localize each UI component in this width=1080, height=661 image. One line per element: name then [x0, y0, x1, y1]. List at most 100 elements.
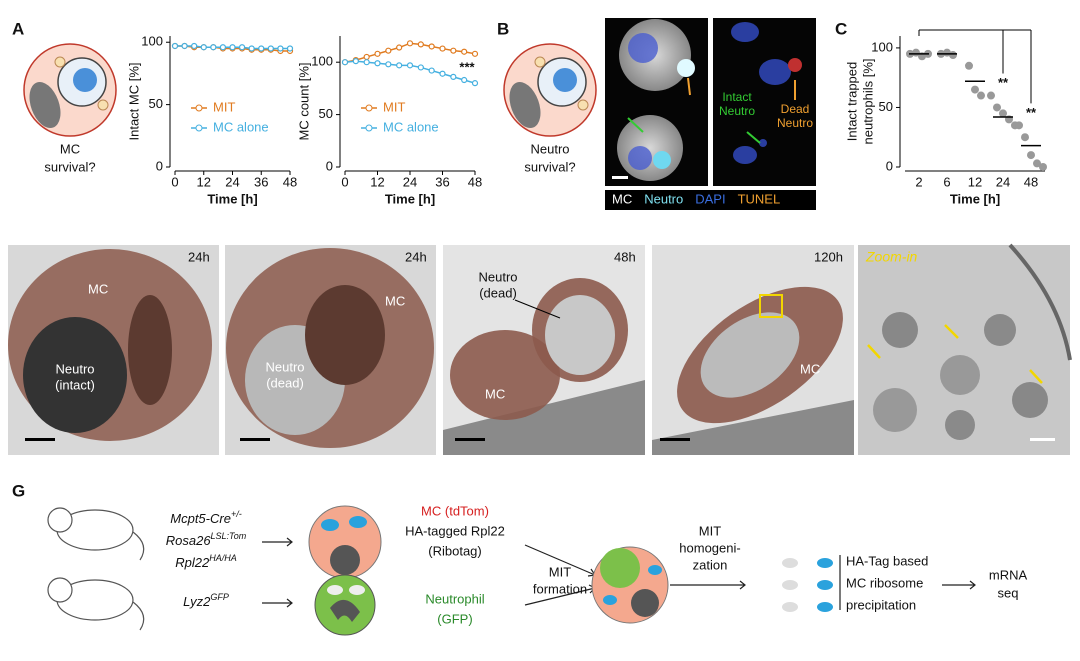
- legend-marker: [195, 124, 203, 132]
- point: [439, 45, 446, 52]
- point: [267, 45, 274, 52]
- dot: [965, 61, 973, 70]
- dot: [943, 48, 951, 57]
- x-tick-label: 36: [254, 174, 268, 189]
- stain-label: TUNEL: [738, 191, 781, 206]
- dot: [1033, 159, 1041, 168]
- significance: **: [998, 75, 1009, 90]
- cell-icon: [308, 505, 833, 636]
- genotype: Rosa26LSL:Tom: [166, 531, 247, 548]
- point: [471, 80, 479, 87]
- legend-label: MC alone: [383, 119, 439, 134]
- point: [286, 45, 294, 52]
- point: [363, 59, 370, 66]
- label: MIT: [699, 523, 721, 538]
- point: [406, 40, 414, 47]
- image-label: MC: [800, 361, 820, 376]
- label: MC (tdTom): [421, 503, 489, 518]
- point: [461, 48, 468, 55]
- time-label: 48h: [614, 249, 636, 264]
- image-label: Neutro: [265, 359, 304, 374]
- image-label: Neutro: [478, 269, 517, 284]
- question: survival?: [44, 159, 95, 174]
- point: [219, 44, 227, 51]
- point: [450, 47, 457, 54]
- x-axis-label: Time [h]: [385, 191, 435, 206]
- image-label: Neutro: [719, 104, 755, 118]
- y-axis-label: MC count [%]: [296, 62, 311, 140]
- dot: [1015, 121, 1023, 130]
- genotype: Rpl22HA/HA: [175, 553, 236, 570]
- zoom-label: Zoom-in: [865, 249, 918, 265]
- image-label: MC: [385, 293, 405, 308]
- x-tick-label: 24: [403, 174, 417, 189]
- panel-letter: A: [12, 19, 24, 38]
- legend-marker: [365, 124, 373, 132]
- stain-label: MC: [612, 191, 632, 206]
- label: homogeni-: [679, 540, 740, 555]
- y-tick-label: 50: [319, 106, 333, 121]
- point: [191, 42, 198, 50]
- image-label: (dead): [479, 285, 517, 300]
- x-tick-label: 24: [996, 174, 1010, 189]
- point: [363, 53, 370, 61]
- question: MC: [60, 141, 80, 156]
- point: [417, 64, 424, 71]
- mouse-icon: [47, 507, 145, 631]
- point: [471, 50, 479, 57]
- point: [439, 70, 446, 77]
- em-image: [225, 245, 436, 455]
- dot: [1021, 133, 1029, 142]
- label: HA-tagged Rpl22: [405, 523, 505, 538]
- label: precipitation: [846, 597, 916, 612]
- stain-label: DAPI: [695, 191, 725, 206]
- time-label: 24h: [405, 249, 427, 264]
- legend-marker: [365, 104, 373, 112]
- genotype: Mcpt5-Cre+/-: [170, 509, 241, 526]
- image-label: MC: [88, 281, 108, 296]
- dot: [912, 48, 920, 57]
- point: [396, 62, 403, 69]
- y-tick-label: 0: [326, 158, 333, 173]
- point: [258, 45, 265, 52]
- y-tick-label: 50: [149, 96, 163, 111]
- time-label: 120h: [814, 249, 843, 264]
- dot: [987, 91, 995, 100]
- image-label: (dead): [266, 375, 304, 390]
- em-image: [443, 245, 645, 455]
- legend-marker: [195, 104, 203, 112]
- point: [248, 45, 255, 52]
- significance: **: [1026, 105, 1037, 120]
- x-tick-label: 12: [370, 174, 384, 189]
- label: (Ribotag): [428, 543, 481, 558]
- y-axis-label: Intact MC [%]: [126, 62, 141, 140]
- y-axis-label: neutrophils [%]: [860, 59, 875, 145]
- label: Neutrophil: [425, 591, 484, 606]
- y-tick-label: 0: [886, 158, 893, 173]
- stain-label: Neutro: [644, 191, 683, 206]
- panel-letter: B: [497, 19, 509, 38]
- point: [374, 60, 381, 67]
- point: [385, 61, 392, 68]
- x-axis-label: Time [h]: [207, 191, 257, 206]
- y-tick-label: 0: [156, 158, 163, 173]
- point: [428, 67, 435, 74]
- point: [374, 50, 381, 57]
- point: [341, 59, 349, 66]
- point: [277, 45, 284, 52]
- y-tick-label: 100: [141, 34, 163, 49]
- x-tick-label: 12: [968, 174, 982, 189]
- point: [406, 62, 414, 69]
- y-tick-label: 100: [311, 54, 333, 69]
- point: [385, 47, 392, 54]
- dot: [977, 91, 985, 100]
- y-axis-label: Intact trapped: [844, 62, 859, 142]
- label: formation: [533, 581, 587, 596]
- dot: [949, 51, 957, 60]
- cell-diagram: [23, 43, 117, 137]
- label: zation: [693, 557, 728, 572]
- em-image: [858, 243, 1072, 455]
- point: [181, 42, 188, 50]
- point: [210, 44, 217, 51]
